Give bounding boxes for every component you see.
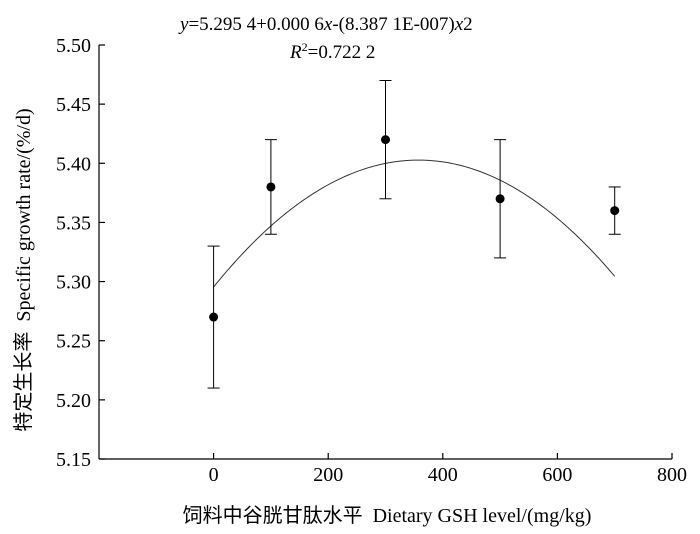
- data-point: [381, 135, 390, 145]
- y-tick-label: 5.35: [56, 212, 91, 234]
- data-point: [209, 312, 219, 322]
- y-axis-ticks: 5.15 5.20 5.25 5.30 5.35 5.40 5.45 5.50: [56, 35, 105, 471]
- fit-equation: y=5.295 4+0.000 6x-(8.387 1E-007)x2: [178, 14, 473, 35]
- y-tick-label: 5.40: [56, 153, 91, 175]
- data-point: [266, 182, 276, 192]
- r-squared-value: =0.722 2: [308, 42, 376, 63]
- r-symbol: R: [289, 42, 302, 63]
- x-axis-ticks: 0 200 400 600 800: [209, 453, 687, 486]
- y-tick-label: 5.20: [56, 390, 91, 412]
- x-tick-label: 400: [428, 464, 458, 486]
- y-tick-label: 5.30: [56, 272, 91, 294]
- data-points: [207, 79, 621, 389]
- equation-exponent: 2: [463, 14, 473, 35]
- y-tick-label: 5.50: [56, 35, 91, 57]
- equation-body: =5.295 4+0.000 6: [188, 14, 323, 35]
- y-tick-label: 5.15: [56, 449, 91, 471]
- x-tick-label: 0: [209, 464, 219, 486]
- equation-x-symbol: x: [323, 14, 333, 35]
- data-point: [495, 194, 505, 204]
- x-tick-label: 200: [313, 464, 343, 486]
- equation-y-symbol: y: [178, 14, 189, 35]
- fit-curve: [213, 159, 616, 288]
- x-tick-label: 600: [542, 464, 572, 486]
- r-superscript: 2: [302, 40, 308, 54]
- x-axis-title: 饲料中谷胱甘肽水平 Dietary GSH level/(mg/kg): [183, 504, 592, 527]
- r-squared: R2=0.722 2: [289, 40, 375, 63]
- y-tick-label: 5.25: [56, 331, 91, 353]
- y-axis-title: 特定生长率 Specific growth rate/(%/d): [12, 108, 35, 431]
- data-point: [610, 206, 620, 216]
- equation-quadratic-coef: -(8.387 1E-007): [332, 14, 454, 35]
- x-tick-label: 800: [657, 464, 687, 486]
- y-tick-label: 5.45: [56, 94, 91, 116]
- equation-x2-symbol: x: [454, 14, 464, 35]
